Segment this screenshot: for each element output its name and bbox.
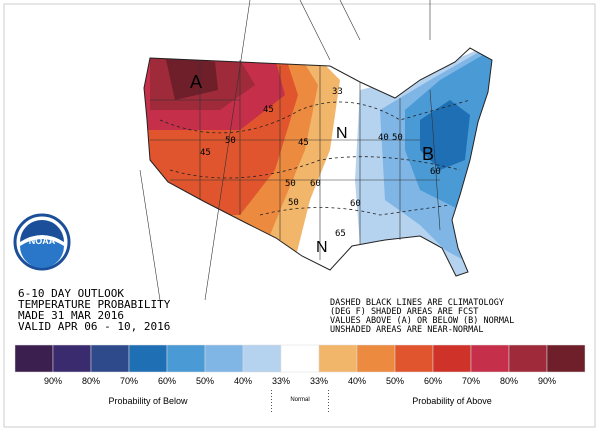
legend-label: 90% [538,376,556,386]
contour-label: 45 [200,148,211,158]
title-line: TEMPERATURE PROBABILITY [18,298,171,311]
cold-60 [420,100,470,170]
legend-swatch [242,344,282,373]
below-caption: Probability of Below [108,396,188,406]
legend-label: 33% [310,376,328,386]
legend-label: 50% [386,376,404,386]
legend-label: 70% [462,376,480,386]
legend-swatch [432,344,472,373]
legend-label: 40% [348,376,366,386]
legend-swatch [52,344,92,373]
normal-label: N [316,239,328,256]
legend-label: 40% [234,376,252,386]
title-line: VALID APR 06 - 10, 2016 [18,320,170,333]
contour-label: 40 [378,133,389,143]
legend-swatch [128,344,168,373]
contour-label: 45 [263,105,274,115]
legend-swatch [90,344,130,373]
legend-label: 70% [120,376,138,386]
note-line: DASHED BLACK LINES ARE CLIMATOLOGY [330,298,504,308]
legend-label: 90% [44,376,62,386]
contour-label: 50 [392,133,403,143]
legend-swatch [508,344,548,373]
legend-label: 50% [196,376,214,386]
note-line: (DEG F) SHADED AREAS ARE FCST [330,307,478,317]
legend-swatch [470,344,510,373]
legend-label: 80% [500,376,518,386]
legend: 90% 80% 70% 60% 50% 40% 33% 33% 40% 50% 60% 70% 80% 9… [14,344,586,412]
title-line: MADE 31 MAR 2016 [18,309,124,322]
warm-90 [165,55,218,100]
contour-label: 33 [332,87,343,97]
title-line: 6-10 DAY OUTLOOK [18,287,124,300]
contour-label: 45 [298,138,309,148]
legend-swatch [204,344,244,373]
contour-label: 50 [225,136,236,146]
notes-text: DASHED BLACK LINES ARE CLIMATOLOGY(DEG F… [330,298,514,335]
logo-text: NOAA [29,236,56,246]
contour-label: 60 [310,179,321,189]
contour-label: 50 [288,198,299,208]
contour-labels: 33 45 45 50 50 60 65 40 50 60 60 50 45 [200,87,441,239]
contour-label: 60 [430,167,441,177]
legend-swatch [546,344,586,373]
logo-top [20,220,64,242]
note-line: VALUES ABOVE (A) OR BELOW (B) NORMAL [330,316,514,326]
legend-swatch [394,344,434,373]
normal-caption: Normal [290,397,309,403]
noaa-logo: NOAA [13,213,71,271]
legend-swatch [280,344,320,373]
legend-label: 33% [272,376,290,386]
state-lines [139,0,441,301]
above-label: A [190,72,202,92]
contour-label: 65 [335,229,346,239]
note-line: UNSHADED AREAS ARE NEAR-NORMAL [330,325,484,335]
legend-swatch [356,344,396,373]
contour-label: 50 [285,179,296,189]
below-label: B [422,144,434,164]
contour-label: 60 [350,199,361,209]
legend-swatch [14,344,54,373]
us-outline [143,47,493,277]
legend-label: 60% [158,376,176,386]
legend-label: 80% [82,376,100,386]
legend-swatch [318,344,358,373]
legend-label: 60% [424,376,442,386]
logo-bottom [20,239,64,268]
climatology-lines [159,99,471,216]
normal-label: N [336,125,348,142]
legend-swatch [166,344,206,373]
above-caption: Probability of Above [412,396,492,406]
